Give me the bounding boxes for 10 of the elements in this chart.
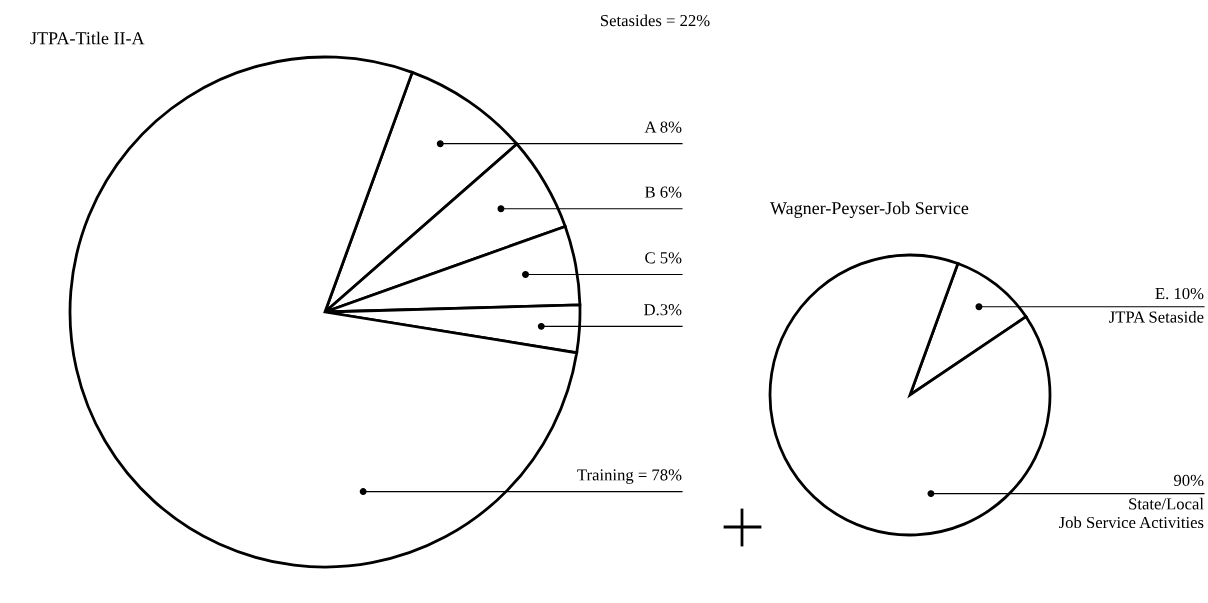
chart-title: Wagner-Peyser-Job Service (770, 201, 969, 218)
slice-label: 90% State/Local Job Service Activities (1059, 474, 1204, 529)
chart-title: JTPA-Title II-A (30, 31, 145, 45)
slice-label: C 5% (645, 252, 682, 264)
slice-label: Training = 78% (577, 469, 682, 484)
slice-label: E. 10% JTPA Setaside (1109, 287, 1204, 323)
text: Setasides = 22% (600, 14, 710, 27)
slice-label: B 6% (644, 186, 682, 198)
slice-label: A 8% (644, 121, 682, 133)
slice-label: D.3% (644, 304, 682, 316)
